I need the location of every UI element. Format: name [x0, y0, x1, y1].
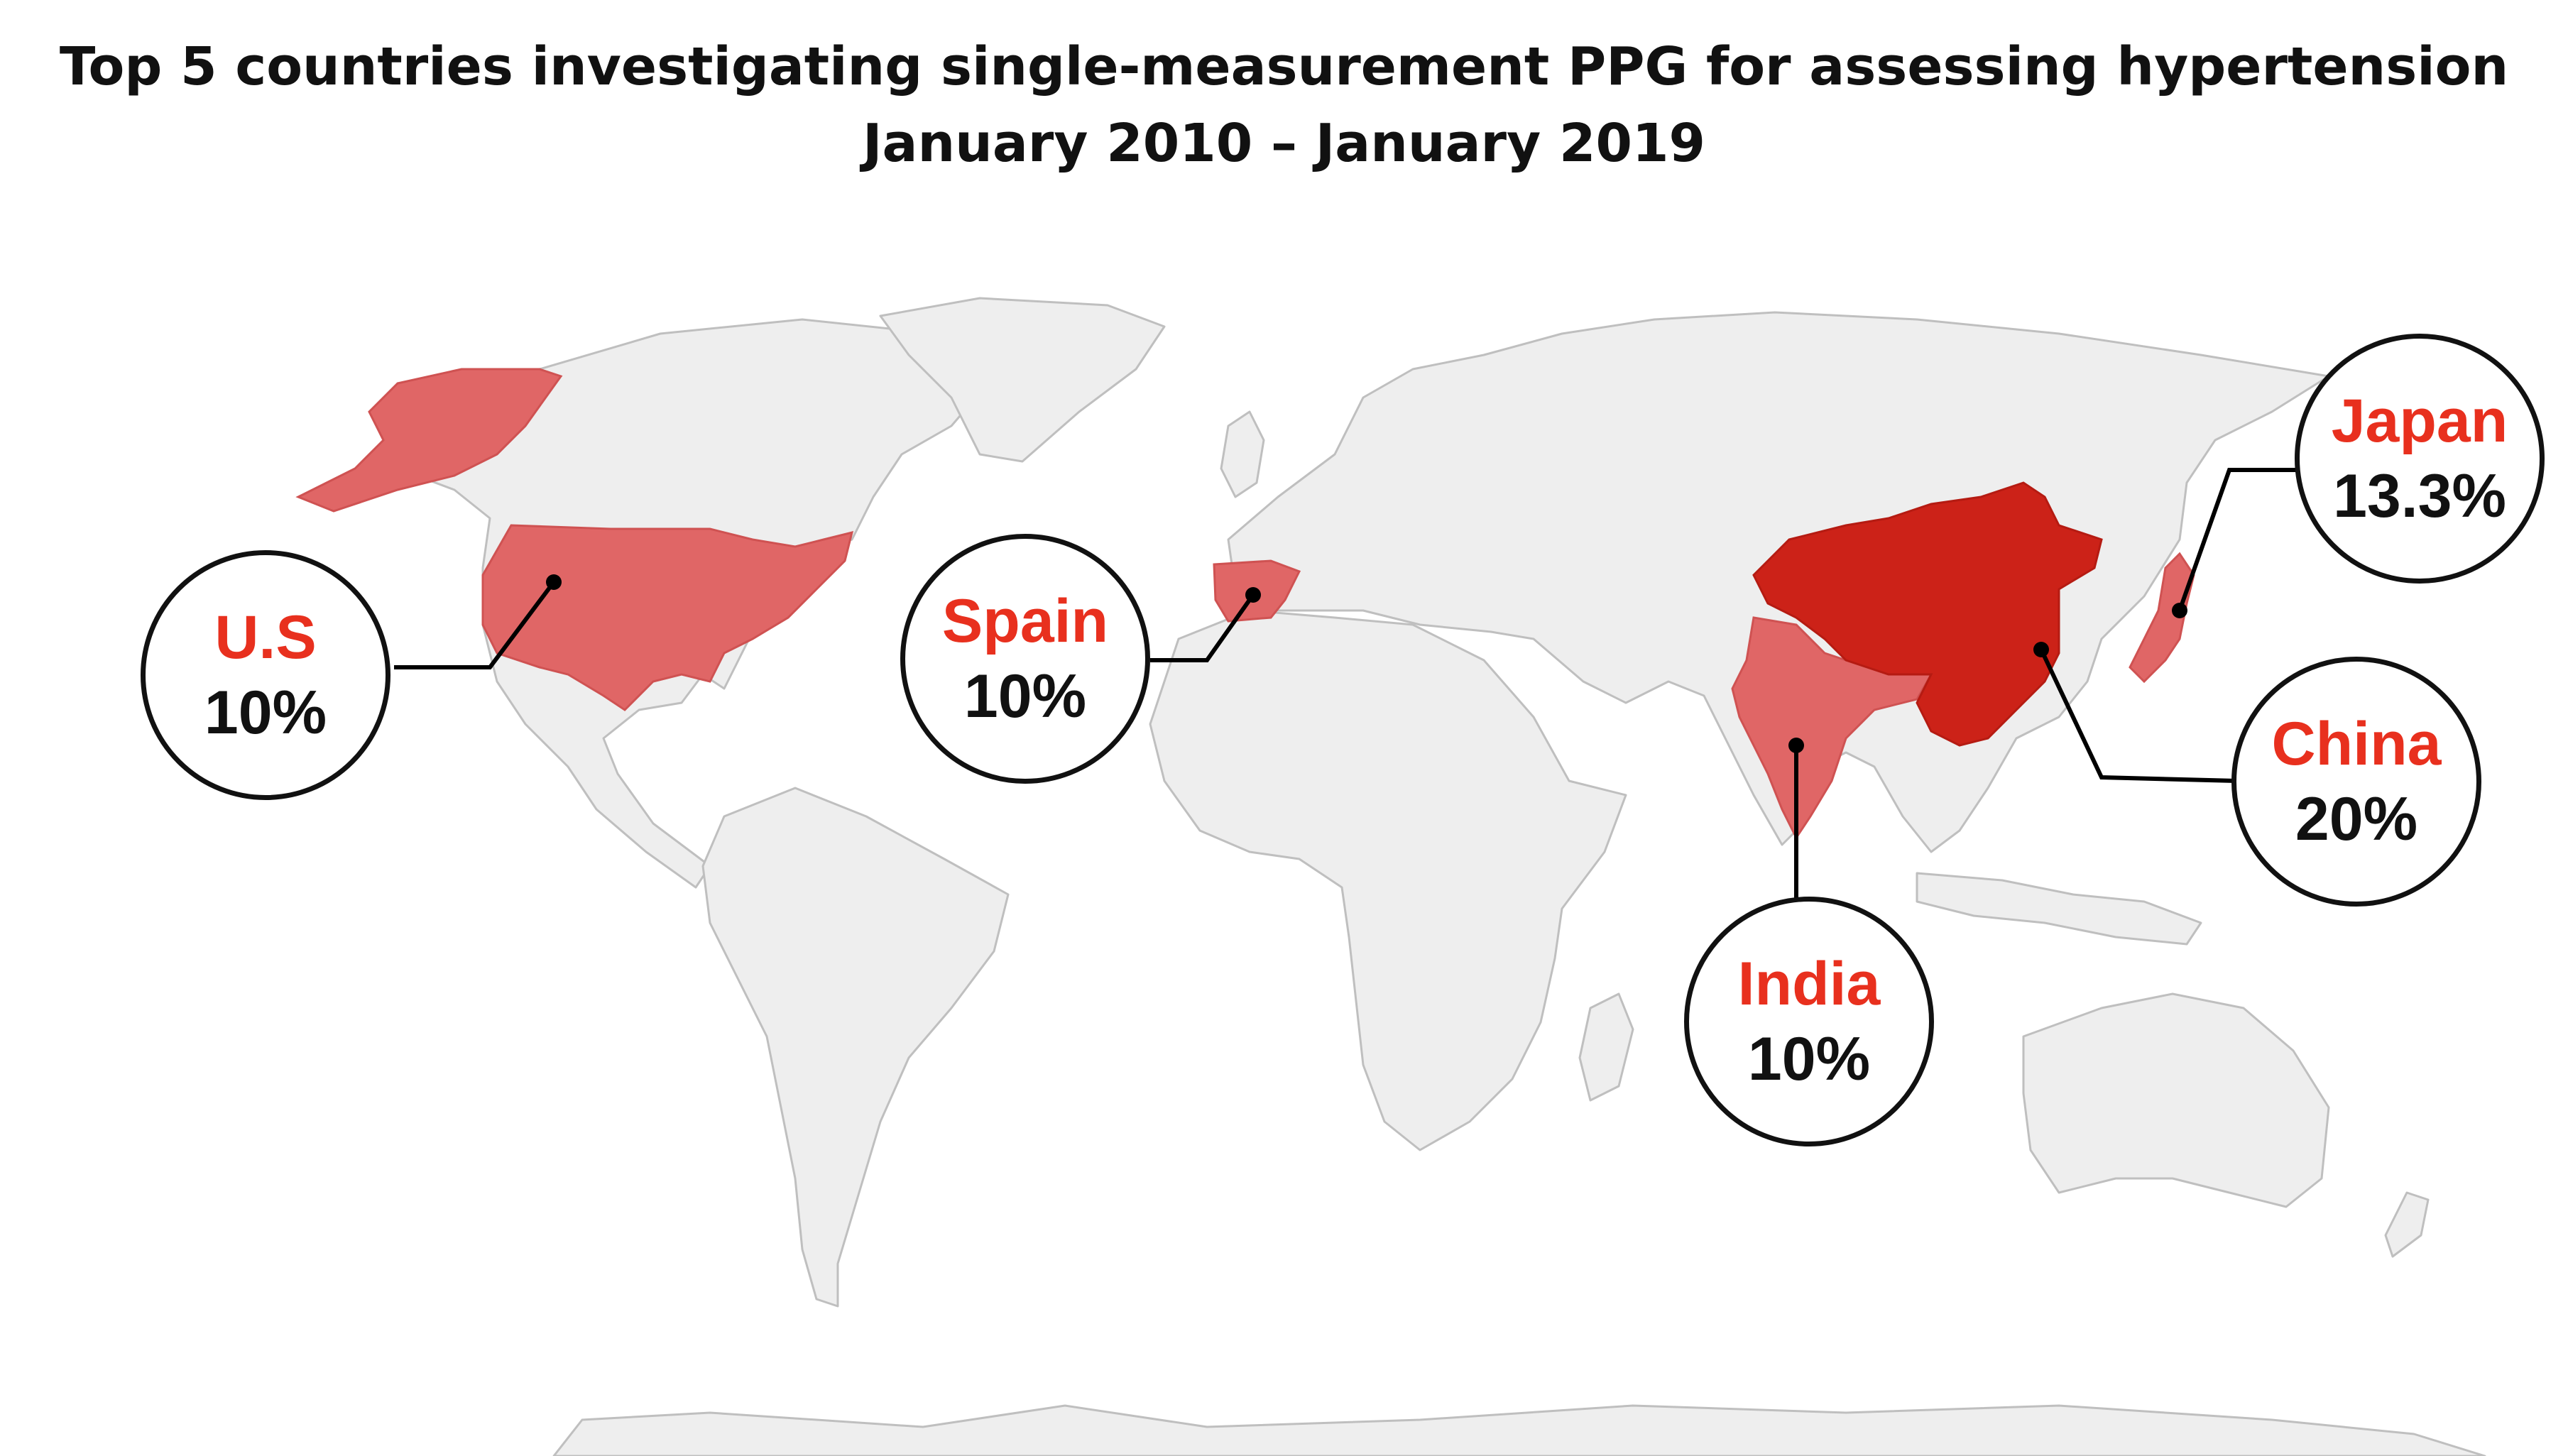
callout-spain: Spain 10%	[900, 534, 1150, 784]
country-usa	[481, 524, 854, 711]
landmass-indonesia	[1916, 872, 2202, 946]
dot-india	[1788, 738, 1804, 753]
country-name: Spain	[941, 587, 1109, 655]
landmass-british-isles	[1220, 410, 1265, 498]
chart-title: Top 5 countries investigating single-mea…	[59, 36, 2509, 97]
country-alaska	[295, 368, 563, 513]
leader-japan	[2178, 468, 2297, 611]
landmass-madagascar	[1578, 992, 1634, 1102]
country-value: 13.3%	[2333, 462, 2506, 530]
leader-us	[394, 581, 556, 669]
leader-spain	[1150, 593, 1255, 662]
country-value: 10%	[204, 679, 327, 747]
dot-china	[2033, 642, 2049, 657]
dot-japan	[2172, 603, 2187, 618]
landmass-antarctica	[552, 1404, 2486, 1456]
landmass-greenland	[879, 297, 1166, 463]
callout-us: U.S 10%	[141, 550, 390, 800]
dot-spain	[1245, 587, 1261, 603]
country-name: India	[1737, 950, 1881, 1018]
country-name: U.S	[214, 603, 317, 672]
country-value: 20%	[2295, 785, 2418, 853]
leader-lines	[394, 468, 2297, 898]
landmass-africa	[1149, 609, 1627, 1151]
landmass-south-america	[701, 787, 1010, 1308]
landmass-new-zealand	[2384, 1191, 2430, 1258]
callout-india: India 10%	[1684, 897, 1934, 1146]
country-value: 10%	[963, 662, 1087, 730]
country-value: 10%	[1747, 1025, 1871, 1093]
callout-china: China 20%	[2231, 657, 2481, 907]
landmasses	[396, 297, 2486, 1456]
highlighted-countries	[295, 368, 2195, 840]
country-china	[1752, 481, 2103, 747]
callout-japan: Japan 13.3%	[2295, 334, 2545, 584]
country-name: China	[2271, 710, 2442, 778]
leader-china	[2039, 648, 2237, 783]
dot-us	[546, 574, 562, 590]
title-block: Top 5 countries investigating single-mea…	[0, 28, 2568, 182]
date-range-subtitle: January 2010 – January 2019	[863, 113, 1705, 174]
country-name: Japan	[2331, 387, 2508, 455]
landmass-australia	[2022, 992, 2330, 1208]
country-japan	[2129, 552, 2195, 684]
